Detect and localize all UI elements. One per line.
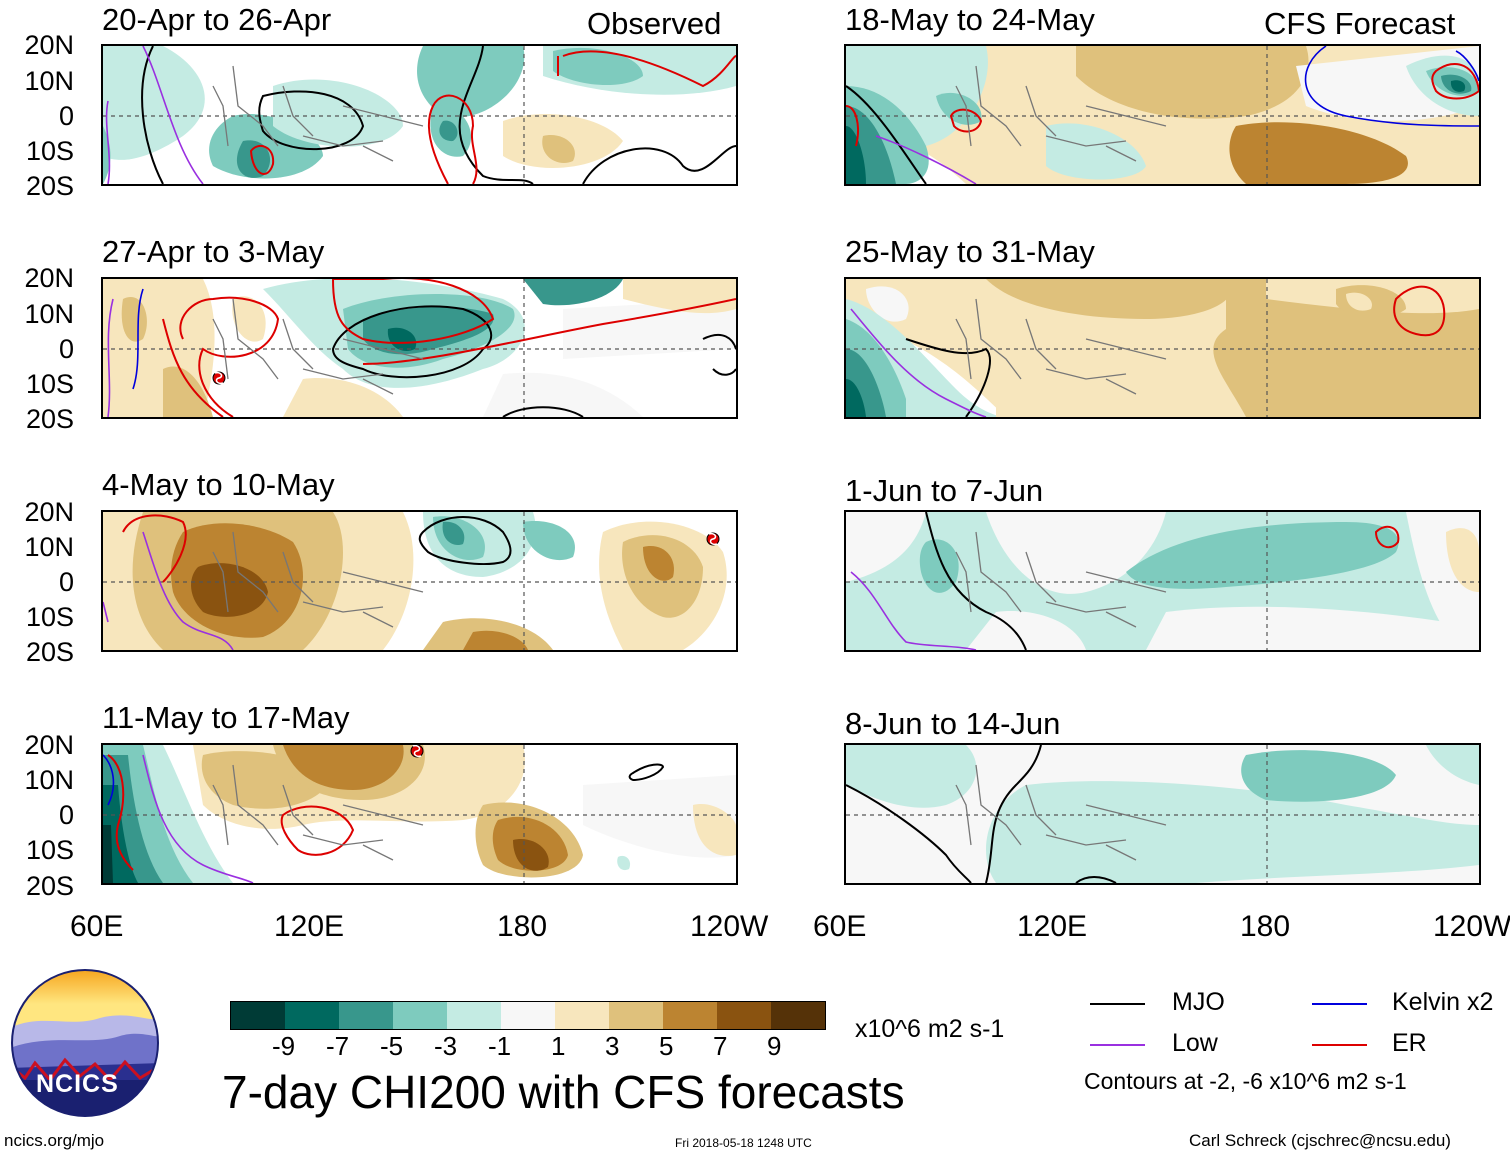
lat-label: 10N xyxy=(24,532,74,562)
lat-label: 0 xyxy=(58,800,74,830)
lat-label: 20S xyxy=(25,871,74,901)
lon-label: 180 xyxy=(497,910,548,943)
colorbar-swatch xyxy=(717,1002,771,1029)
figure-title: 7-day CHI200 with CFS forecasts xyxy=(222,1066,905,1118)
credit: Carl Schreck (cjschrec@ncsu.edu) xyxy=(1189,1131,1451,1150)
map-panel-left-1 xyxy=(101,44,738,186)
lat-label: 10N xyxy=(24,765,74,795)
panel-title-right-4: 8-Jun to 14-Jun xyxy=(845,706,1061,741)
colorbar-tick: -7 xyxy=(326,1031,350,1061)
cyclone-icon xyxy=(212,371,226,385)
lat-label: 10N xyxy=(24,299,74,329)
site-url: ncics.org/mjo xyxy=(4,1131,105,1150)
legend-line-kelvin xyxy=(1312,1003,1367,1005)
colorbar-tick: -9 xyxy=(272,1031,296,1061)
colorbar-swatch xyxy=(231,1002,285,1029)
legend-label-low: Low xyxy=(1172,1029,1218,1057)
map-panel-right-4 xyxy=(844,743,1481,885)
lat-label: 20S xyxy=(25,637,74,667)
colorbar-swatch xyxy=(285,1002,339,1029)
colorbar-tick: 7 xyxy=(713,1031,728,1061)
colorbar-swatch xyxy=(339,1002,393,1029)
panel-title-left-4: 11-May to 17-May xyxy=(102,700,350,735)
legend-label-er: ER xyxy=(1392,1029,1427,1057)
cyclone-icon xyxy=(410,745,424,758)
colorbar-tick: 1 xyxy=(551,1031,566,1061)
observed-label: Observed xyxy=(587,6,722,41)
lat-label: 10N xyxy=(24,66,74,96)
lon-label: 60E xyxy=(813,910,867,943)
lat-label: 20S xyxy=(25,171,74,201)
lon-label: 60E xyxy=(70,910,124,943)
lat-label: 20N xyxy=(24,30,74,60)
map-panel-left-2 xyxy=(101,277,738,419)
colorbar-tick: 3 xyxy=(605,1031,620,1061)
colorbar-tick: -1 xyxy=(488,1031,512,1061)
lon-label: 120W xyxy=(1433,910,1510,943)
colorbar-swatch xyxy=(771,1002,825,1029)
lat-label: 20N xyxy=(24,497,74,527)
lat-label: 0 xyxy=(58,101,74,131)
legend-label-mjo: MJO xyxy=(1172,988,1225,1016)
panel-title-right-1: 18-May to 24-May xyxy=(845,2,1095,37)
timestamp: Fri 2018-05-18 1248 UTC xyxy=(675,1136,812,1150)
ncics-logo: NCICS xyxy=(10,968,160,1118)
colorbar-swatch xyxy=(393,1002,447,1029)
lon-label: 120E xyxy=(274,910,345,943)
panel-title-right-3: 1-Jun to 7-Jun xyxy=(845,473,1044,508)
panel-title-left-1: 20-Apr to 26-Apr xyxy=(102,2,332,37)
units-label: x10^6 m2 s-1 xyxy=(855,1015,1005,1043)
map-panel-right-3 xyxy=(844,510,1481,652)
lon-label: 180 xyxy=(1240,910,1291,943)
colorbar-swatch xyxy=(555,1002,609,1029)
lon-label: 120E xyxy=(1017,910,1088,943)
colorbar-tick: 9 xyxy=(767,1031,782,1061)
panel-title-right-2: 25-May to 31-May xyxy=(845,234,1095,269)
logo-text: NCICS xyxy=(36,1070,119,1098)
colorbar xyxy=(230,1001,826,1030)
legend-label-kelvin: Kelvin x2 xyxy=(1392,988,1494,1016)
colorbar-swatch xyxy=(609,1002,663,1029)
lat-label: 20S xyxy=(25,404,74,434)
panel-title-left-2: 27-Apr to 3-May xyxy=(102,234,325,269)
map-panel-right-1 xyxy=(844,44,1481,186)
lat-label: 10S xyxy=(25,602,74,632)
lat-label: 20N xyxy=(24,730,74,760)
legend-line-mjo xyxy=(1090,1003,1145,1005)
lat-label: 10S xyxy=(25,136,74,166)
lat-label: 0 xyxy=(58,334,74,364)
colorbar-swatch xyxy=(501,1002,555,1029)
legend-line-er xyxy=(1312,1044,1367,1046)
forecast-label: CFS Forecast xyxy=(1264,6,1456,41)
lat-label: 10S xyxy=(25,835,74,865)
lat-label: 10S xyxy=(25,369,74,399)
colorbar-swatch xyxy=(663,1002,717,1029)
map-panel-left-4 xyxy=(101,743,738,885)
map-panel-left-3 xyxy=(101,510,738,652)
legend-line-low xyxy=(1090,1044,1145,1046)
lat-label: 20N xyxy=(24,263,74,293)
colorbar-swatch xyxy=(447,1002,501,1029)
colorbar-tick: -5 xyxy=(380,1031,404,1061)
cyclone-icon xyxy=(706,532,720,546)
colorbar-tick: 5 xyxy=(659,1031,674,1061)
panel-title-left-3: 4-May to 10-May xyxy=(102,467,335,502)
map-panel-right-2 xyxy=(844,277,1481,419)
lon-label: 120W xyxy=(690,910,769,943)
colorbar-tick: -3 xyxy=(434,1031,458,1061)
contour-note: Contours at -2, -6 x10^6 m2 s-1 xyxy=(1084,1068,1407,1094)
lat-label: 0 xyxy=(58,567,74,597)
